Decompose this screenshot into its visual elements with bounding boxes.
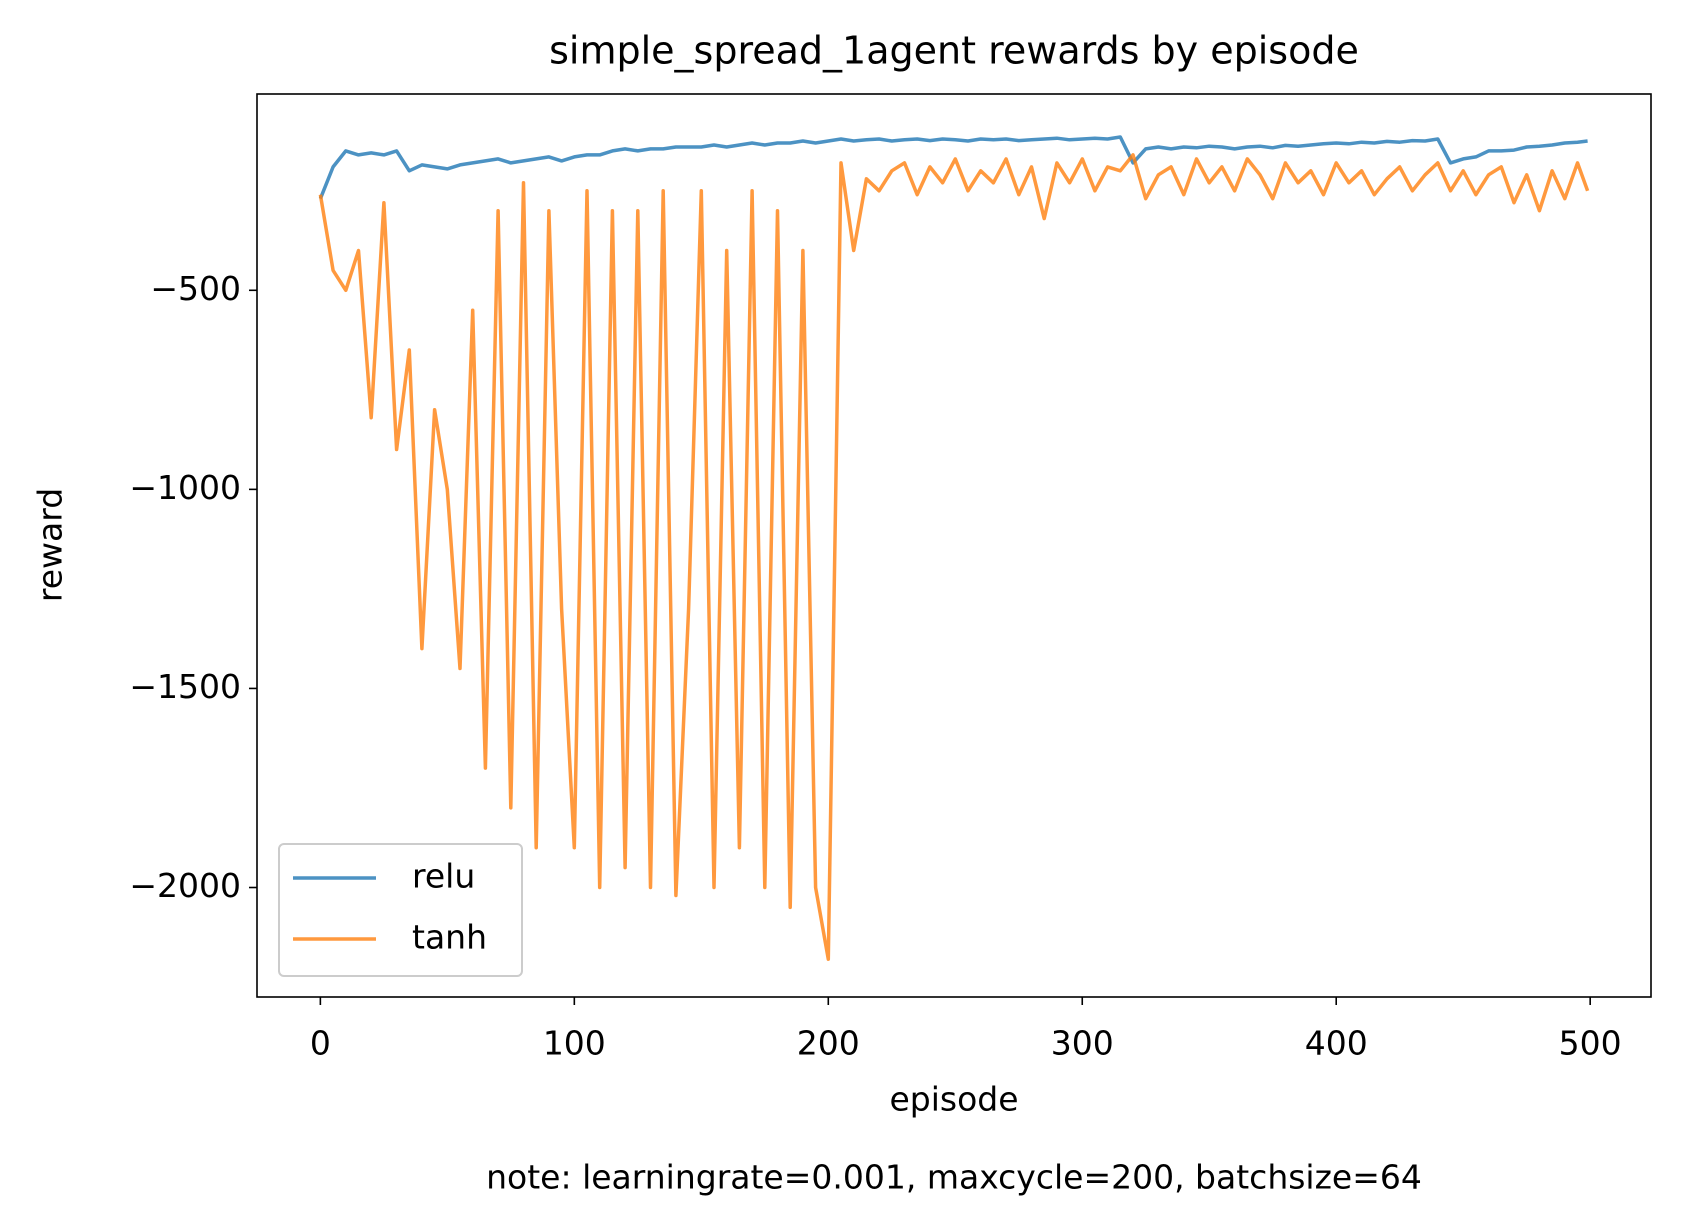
x-tick-label: 0 [310, 1024, 331, 1063]
series-line [318, 153, 1590, 961]
y-tick-label: −1000 [129, 468, 241, 507]
y-tick-label: −1500 [129, 667, 241, 706]
y-tick-label: −500 [150, 269, 241, 308]
y-tick-label: −2000 [129, 866, 241, 905]
chart-title: simple_spread_1agent rewards by episode [549, 29, 1359, 73]
x-tick-label: 200 [797, 1024, 860, 1063]
plot-frame [256, 93, 1652, 998]
x-tick-label: 400 [1305, 1024, 1368, 1063]
legend-label: relu [412, 857, 475, 896]
x-axis-label: episode [889, 1080, 1018, 1119]
x-tick-label: 300 [1051, 1024, 1114, 1063]
legend-label: tanh [412, 918, 487, 957]
x-tick-label: 100 [543, 1024, 606, 1063]
x-tick-label: 500 [1559, 1024, 1622, 1063]
note: note: learningrate=0.001, maxcycle=200, … [486, 1158, 1422, 1197]
y-axis-label: reward [31, 488, 70, 602]
series-line [318, 135, 1588, 200]
